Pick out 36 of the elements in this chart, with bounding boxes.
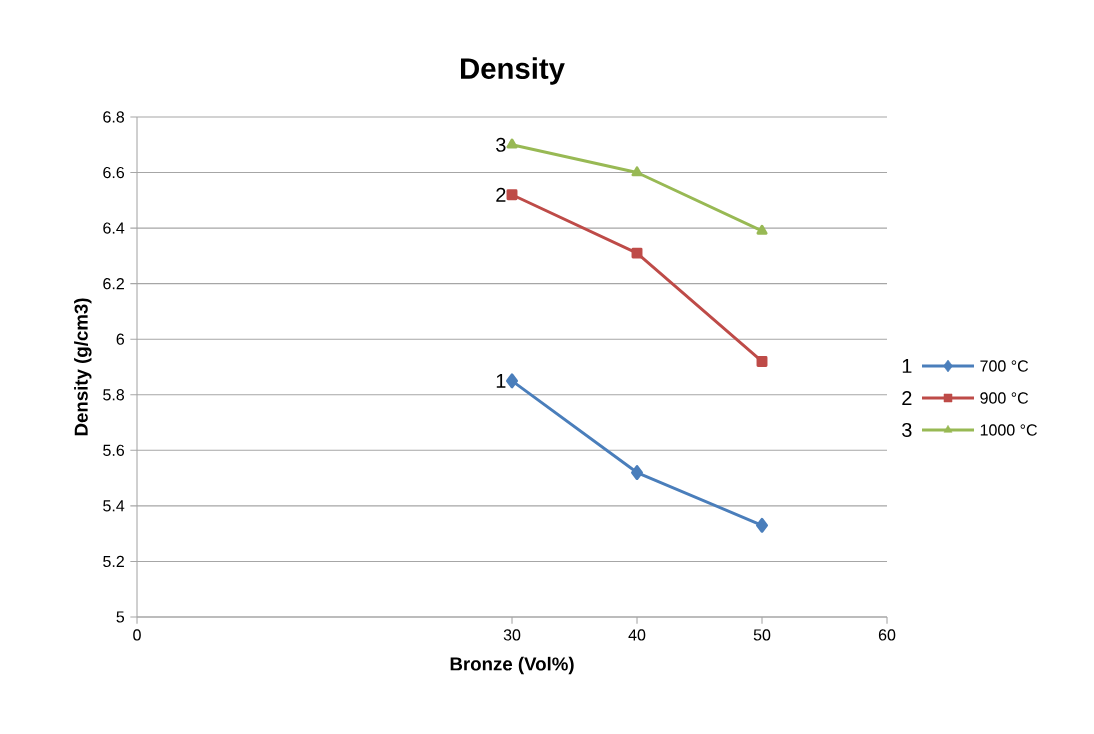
y-tick-label: 5.6 bbox=[103, 444, 125, 456]
x-axis-title: Bronze (Vol%) bbox=[450, 656, 574, 675]
annotation: 2 bbox=[496, 187, 506, 202]
x-tick-label: 60 bbox=[878, 629, 896, 641]
point bbox=[756, 517, 768, 533]
x-tick-label: 50 bbox=[753, 629, 771, 641]
point bbox=[631, 465, 643, 481]
y-tick-label: 5 bbox=[116, 611, 125, 623]
x-tick-label: 30 bbox=[503, 629, 521, 641]
legend-label: 1000 °C bbox=[980, 424, 1037, 436]
point bbox=[756, 224, 768, 235]
point bbox=[506, 138, 518, 149]
point bbox=[506, 189, 518, 201]
x-tick-label: 0 bbox=[133, 629, 141, 641]
y-tick-label: 5.4 bbox=[103, 500, 125, 512]
y-tick-label: 6.8 bbox=[103, 111, 125, 123]
legend-label: 900 °C bbox=[980, 392, 1029, 404]
point bbox=[756, 355, 768, 367]
text: 1 bbox=[902, 359, 912, 373]
annotation: 3 bbox=[496, 137, 506, 152]
annotation: 1 bbox=[496, 374, 506, 388]
chart-title: Density bbox=[460, 57, 565, 85]
point bbox=[506, 373, 518, 389]
y-tick-label: 6.2 bbox=[103, 278, 124, 290]
point bbox=[631, 166, 643, 177]
legend-label: 700 °C bbox=[980, 360, 1029, 372]
y-tick-label: 5.8 bbox=[103, 389, 125, 401]
text: 2 bbox=[902, 391, 912, 405]
point bbox=[631, 247, 643, 259]
x-tick-label: 40 bbox=[628, 629, 646, 641]
y-tick-label: 6.6 bbox=[103, 166, 125, 179]
y-tick-label: 5.2 bbox=[103, 555, 124, 568]
y-tick-label: 6 bbox=[116, 333, 125, 345]
y-axis-title: Density (g/cm3) bbox=[74, 298, 92, 436]
y-tick-label: 6.4 bbox=[103, 222, 125, 234]
text: 3 bbox=[902, 422, 912, 438]
